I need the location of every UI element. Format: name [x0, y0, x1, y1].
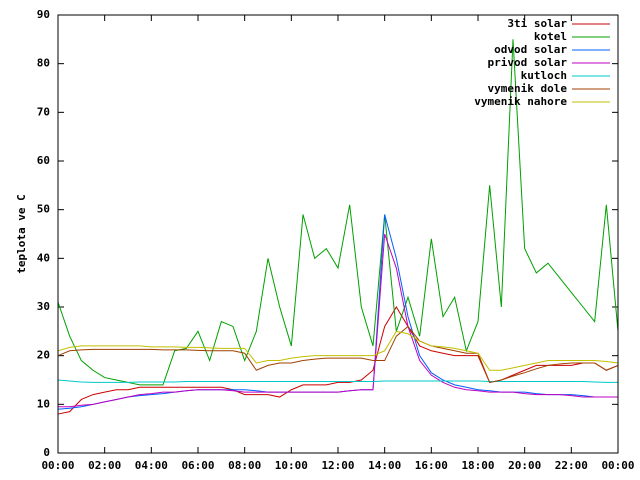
x-tick-label: 10:00 [275, 459, 308, 472]
series-line [57, 379, 618, 383]
y-tick-label: 20 [37, 349, 50, 362]
x-tick-label: 20:00 [508, 459, 541, 472]
legend-label: 3ti solar [507, 17, 567, 30]
series-line [58, 233, 618, 408]
series-line [57, 39, 619, 386]
x-tick-label: 04:00 [135, 459, 168, 472]
series-line [57, 330, 619, 371]
x-tick-label: 22:00 [555, 459, 588, 472]
y-tick-label: 30 [37, 300, 50, 313]
x-tick-label: 02:00 [88, 459, 121, 472]
series-line [57, 306, 619, 415]
x-tick-label: 12:00 [321, 459, 354, 472]
x-tick-label: 08:00 [228, 459, 261, 472]
x-tick-label: 14:00 [368, 459, 401, 472]
x-tick-label: 00:00 [601, 459, 634, 472]
y-tick-label: 70 [37, 105, 50, 118]
series-line [57, 325, 619, 384]
legend-label: vymenik dole [488, 82, 568, 95]
y-tick-label: 50 [37, 203, 50, 216]
y-tick-label: 10 [37, 397, 50, 410]
y-tick-label: 40 [37, 251, 50, 264]
x-tick-label: 18:00 [461, 459, 494, 472]
legend-label: vymenik nahore [474, 95, 567, 108]
legend-label: privod solar [488, 56, 568, 69]
legend-label: kutloch [521, 69, 567, 82]
legend-label: odvod solar [494, 43, 567, 56]
x-tick-label: 16:00 [415, 459, 448, 472]
y-tick-label: 80 [37, 57, 50, 70]
x-tick-label: 00:00 [41, 459, 74, 472]
plot-border [57, 14, 619, 454]
legend-label: kotel [534, 30, 567, 43]
y-tick-label: 0 [43, 446, 50, 459]
y-tick-label: 90 [37, 8, 50, 21]
y-axis-label: teplota ve C [15, 194, 28, 273]
y-tick-label: 60 [37, 154, 50, 167]
x-tick-label: 06:00 [181, 459, 214, 472]
